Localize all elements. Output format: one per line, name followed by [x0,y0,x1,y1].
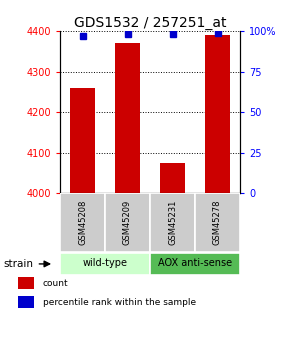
Bar [195,193,240,252]
Text: GSM45209: GSM45209 [123,200,132,245]
Bar [160,163,185,193]
Bar [60,193,105,252]
Text: strain: strain [3,259,33,269]
Text: AOX anti-sense: AOX anti-sense [158,258,232,268]
Bar [150,253,240,275]
Bar [105,193,150,252]
Text: GSM45278: GSM45278 [213,200,222,245]
Bar [18,277,34,289]
Text: percentile rank within the sample: percentile rank within the sample [43,298,196,307]
Bar [18,296,34,308]
Text: GSM45208: GSM45208 [78,200,87,245]
Title: GDS1532 / 257251_at: GDS1532 / 257251_at [74,16,226,30]
Text: count: count [43,279,68,288]
Bar [70,88,95,193]
Text: wild-type: wild-type [82,258,128,268]
Bar [115,43,140,193]
Bar [205,35,230,193]
Text: GSM45231: GSM45231 [168,200,177,245]
Bar [60,253,150,275]
Bar [150,193,195,252]
